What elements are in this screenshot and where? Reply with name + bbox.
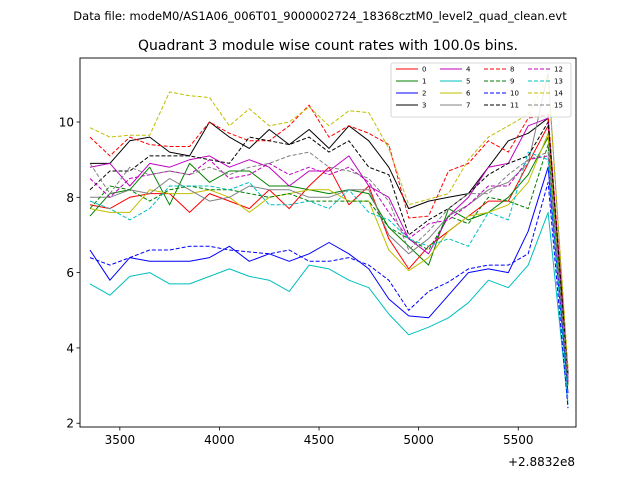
legend-label-4: 4 [466, 66, 471, 74]
series-line-7 [90, 72, 569, 375]
series-line-2 [89, 166, 569, 394]
legend-label-0: 0 [422, 66, 426, 74]
legend-label-10: 10 [510, 90, 519, 98]
series-line-3 [90, 117, 569, 375]
legend-label-11: 11 [510, 102, 519, 110]
series-line-14 [89, 76, 569, 367]
legend-label-3: 3 [422, 102, 426, 110]
legend-label-15: 15 [554, 102, 563, 110]
plot-area-frame [79, 57, 577, 428]
y-tick-label: 4 [66, 341, 74, 355]
series-line-8 [89, 104, 569, 371]
x-tick-label: 5000 [403, 433, 434, 447]
x-tick-label: 5500 [503, 433, 534, 447]
y-axis: 2 4 6 8 10 [59, 116, 80, 431]
series-lines [89, 72, 569, 409]
legend-label-6: 6 [466, 90, 471, 98]
y-tick-label: 8 [66, 191, 74, 205]
x-tick-label: 3500 [105, 433, 136, 447]
legend-label-5: 5 [466, 78, 470, 86]
series-line-13 [89, 151, 569, 401]
series-line-12 [89, 155, 569, 382]
legend-label-13: 13 [554, 78, 563, 86]
series-line-1 [89, 136, 569, 382]
legend-label-1: 1 [422, 78, 426, 86]
legend-label-9: 9 [510, 78, 514, 86]
chart-title: Quadrant 3 module wise count rates with … [138, 38, 518, 54]
series-line-6 [89, 132, 569, 386]
legend-box [390, 62, 572, 118]
series-line-5 [89, 211, 569, 405]
x-tick-label: 4000 [204, 433, 235, 447]
y-tick-label: 6 [66, 266, 74, 280]
legend-label-14: 14 [554, 90, 563, 98]
series-line-10 [89, 181, 569, 409]
series-line-4 [89, 117, 569, 379]
x-offset-label: +2.8832e8 [508, 455, 575, 469]
series-line-11 [89, 121, 569, 375]
series-line-0 [89, 125, 569, 386]
series-line-15 [89, 151, 569, 379]
legend-label-2: 2 [422, 90, 426, 98]
y-tick-label: 10 [59, 116, 74, 130]
series-line-9 [89, 144, 569, 386]
legend-label-8: 8 [510, 66, 514, 74]
data-file-subtitle: Data file: modeM0/AS1A06_006T01_90000027… [73, 9, 567, 23]
legend-label-12: 12 [554, 66, 563, 74]
x-axis: 3500 4000 4500 5000 5500 [105, 427, 534, 447]
y-tick-label: 2 [66, 417, 74, 431]
legend-label-7: 7 [466, 102, 470, 110]
x-tick-label: 4500 [304, 433, 335, 447]
